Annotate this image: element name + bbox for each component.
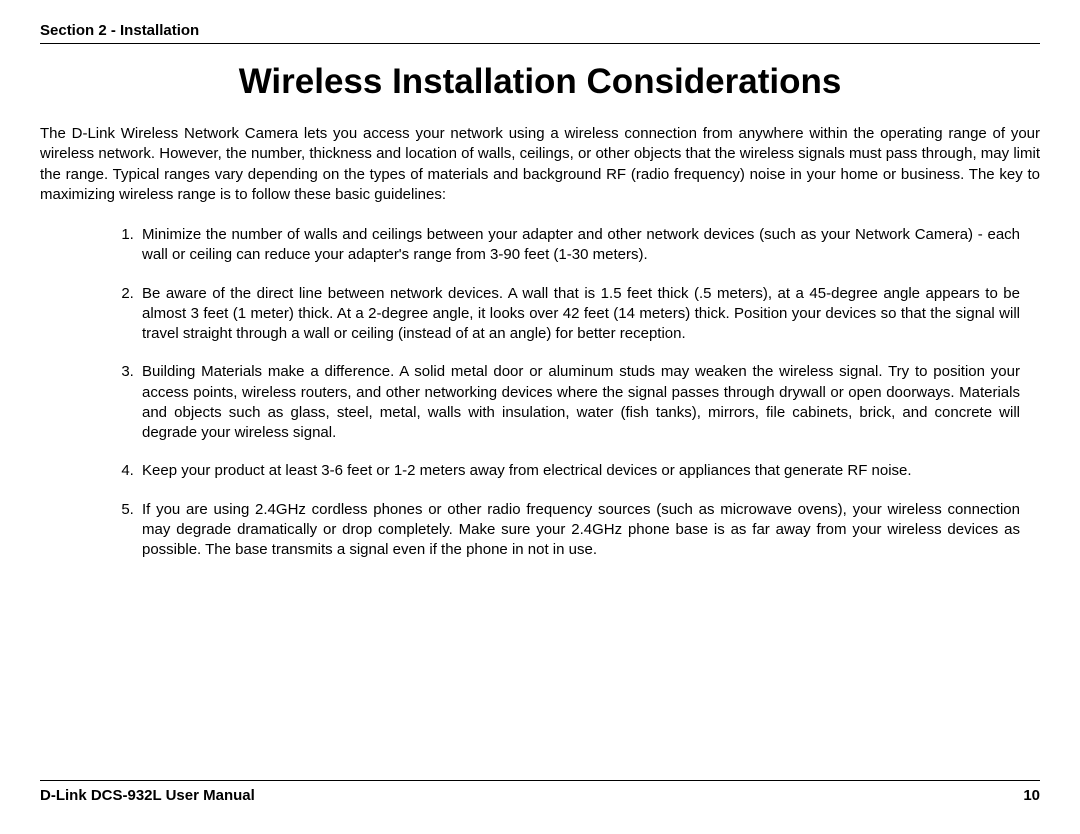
page-title: Wireless Installation Considerations [40,62,1040,102]
page-number: 10 [1023,787,1040,804]
intro-paragraph: The D-Link Wireless Network Camera lets … [40,124,1040,205]
page-footer: D-Link DCS-932L User Manual 10 [40,780,1040,804]
guideline-item: If you are using 2.4GHz cordless phones … [138,500,1020,561]
guidelines-list: Minimize the number of walls and ceiling… [40,225,1040,560]
guideline-item: Minimize the number of walls and ceiling… [138,225,1020,266]
guideline-item: Be aware of the direct line between netw… [138,284,1020,345]
guideline-item: Building Materials make a difference. A … [138,362,1020,443]
section-header: Section 2 - Installation [40,22,1040,44]
guideline-item: Keep your product at least 3-6 feet or 1… [138,461,1020,481]
manual-label: D-Link DCS-932L User Manual [40,787,255,804]
